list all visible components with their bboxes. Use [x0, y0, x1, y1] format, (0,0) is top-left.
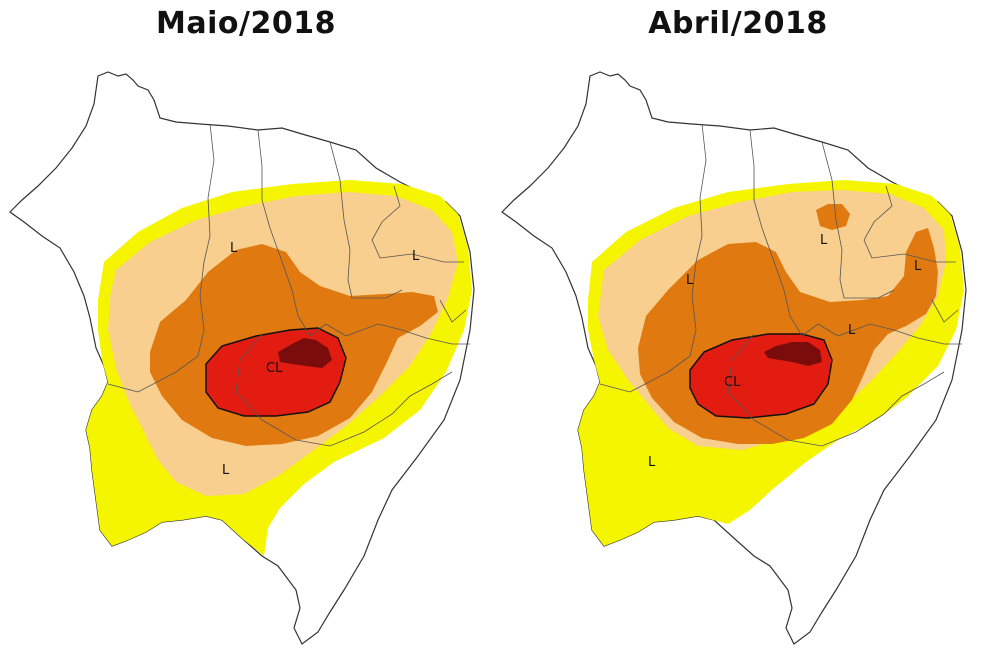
drought-E — [764, 342, 822, 366]
drought-M-north — [816, 204, 850, 230]
state-borders — [107, 123, 470, 447]
panel-title: Maio/2018 — [156, 6, 336, 41]
map-panel-maio: Maio/2018 L L L CL — [9, 6, 475, 645]
label-L-west: L — [230, 241, 238, 256]
map-panel-abril: Abril/2018 L L L L L CL — [492, 0, 984, 664]
label-L-mid: L — [848, 323, 856, 338]
drought-map: L L L CL — [9, 71, 475, 645]
label-L-south: L — [222, 463, 230, 478]
drought-map: L L L L L CL — [501, 71, 967, 645]
label-L-west: L — [686, 273, 694, 288]
state-borders — [599, 123, 962, 447]
label-L-east: L — [412, 249, 420, 264]
label-L-south: L — [648, 455, 656, 470]
panel-title: Abril/2018 — [648, 6, 828, 41]
label-L-north: L — [820, 233, 828, 248]
drought-E — [278, 338, 332, 368]
label-L-east: L — [914, 259, 922, 274]
label-CL: CL — [724, 375, 741, 390]
label-CL: CL — [266, 361, 283, 376]
